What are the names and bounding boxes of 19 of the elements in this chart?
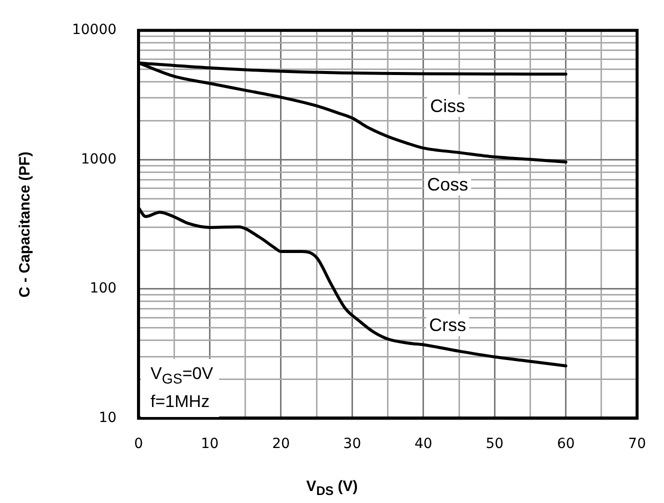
- series-label: Crss: [429, 315, 466, 336]
- x-tick-label: 30: [343, 436, 362, 452]
- series-label: Coss: [427, 174, 468, 195]
- x-tick-label: 20: [272, 436, 290, 452]
- series-label: Ciss: [430, 96, 466, 116]
- annotation: f=1MHz: [150, 392, 210, 411]
- y-axis-title: C - Capacitance (PF): [16, 151, 33, 298]
- x-tick-label: 0: [134, 436, 143, 452]
- y-tick-label: 10: [98, 410, 117, 426]
- x-tick-label: 50: [486, 436, 504, 452]
- y-tick-label: 1000: [80, 151, 117, 168]
- x-tick-label: 70: [628, 436, 646, 452]
- y-tick-label: 100: [90, 280, 117, 297]
- y-tick-label: 10000: [72, 22, 117, 38]
- x-tick-label: 40: [414, 436, 432, 452]
- x-tick-label: 10: [200, 436, 219, 452]
- x-tick-label: 60: [556, 436, 575, 452]
- annotation: V$_{GS}$=0V: [150, 364, 214, 388]
- x-axis-title: V$_{DS}$ (V): [305, 478, 359, 498]
